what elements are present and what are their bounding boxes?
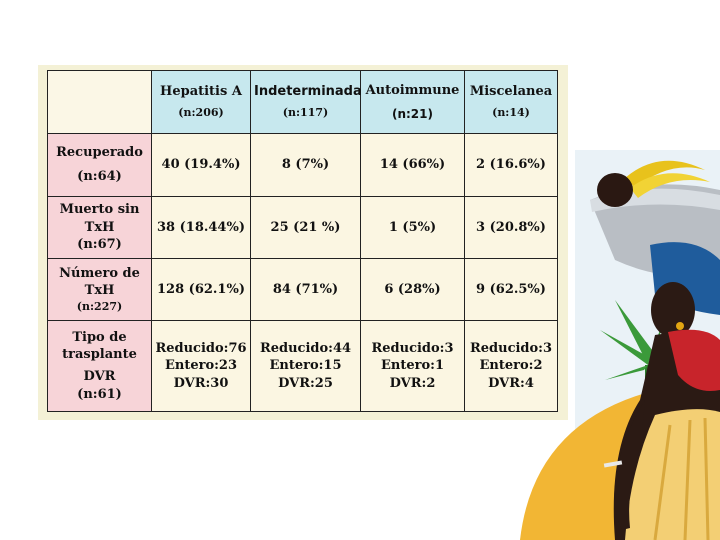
cell-value: Entero:15 [269,358,342,374]
table-header-row: Hepatitis A (n:206) Indeterminada (n:117… [47,70,558,134]
table-cell: 2 (16.6%) [464,133,558,197]
cell-value: Reducido:3 [371,340,454,356]
cell-value: 9 (62.5%) [476,281,546,297]
cell-value: DVR:30 [173,375,229,391]
row-header-line: DVR [83,369,116,384]
cell-value: 8 (7%) [281,157,330,173]
cell-value: 14 (66%) [379,157,446,173]
column-header-label: Hepatitis A [160,83,242,99]
row-header-line: trasplante [62,347,137,363]
table-cell: 40 (19.4%) [151,133,251,197]
cell-value: 128 (62.1%) [157,281,245,297]
cell-value: DVR:25 [278,375,333,391]
column-header-hepatitis-a: Hepatitis A (n:206) [151,70,251,134]
cell-value: 3 (20.8%) [476,219,546,235]
table-row: Tipo de trasplante DVR (n:61) Reducido:7… [47,320,558,412]
column-header-count: (n:21) [391,106,433,121]
row-header-count: (n:64) [77,169,122,184]
row-header-line: Tipo de [72,329,127,345]
row-header-line: TxH [84,219,115,235]
outcomes-table: Hepatitis A (n:206) Indeterminada (n:117… [47,70,558,412]
cell-value: DVR:2 [389,375,436,391]
cell-value: 25 (21 %) [270,219,341,235]
column-header-label: Miscelanea [469,83,553,99]
cell-value: 6 (28%) [384,281,441,297]
woman-carrying-fruit-basket-illustration [520,150,720,540]
table-cell: 6 (28%) [360,258,465,321]
cell-value: Entero:23 [164,358,238,374]
row-header-numero-de-txh: Número de TxH (n:227) [47,258,152,321]
cell-value: Reducido:44 [259,340,352,356]
table-row: Muerto sin TxH (n:67) 38 (18.44%) 25 (21… [47,196,558,259]
column-header-count: (n:14) [492,106,530,120]
table-cell: Reducido:76 Entero:23 DVR:30 [151,320,251,412]
cell-value: Reducido:3 [469,340,553,356]
cell-value: DVR:4 [488,375,534,391]
column-header-count: (n:117) [282,106,329,120]
cell-value: 1 (5%) [388,219,437,235]
row-header-count: (n:227) [76,299,123,313]
table-cell: 128 (62.1%) [151,258,251,321]
cell-value: 84 (71%) [272,281,339,297]
row-header-line: Número de [59,265,140,281]
column-header-autoimmune: Autoimmune (n:21) [360,70,465,134]
cell-value: 2 (16.6%) [476,157,546,173]
table-cell: 9 (62.5%) [464,258,558,321]
row-header-recuperado: Recuperado (n:64) [47,133,152,197]
row-header-line: Muerto sin [59,202,140,218]
column-header-count: (n:206) [178,106,224,120]
column-header-indeterminada: Indeterminada (n:117) [250,70,362,134]
table-corner-cell [47,70,152,134]
table-cell: Reducido:3 Entero:1 DVR:2 [360,320,465,412]
cell-value: Entero:1 [380,358,444,374]
row-header-line: TxH [84,283,115,299]
table-cell: 38 (18.44%) [151,196,251,259]
table-row: Número de TxH (n:227) 128 (62.1%) 84 (71… [47,258,558,321]
row-header-line: Recuperado [56,145,143,161]
cell-value: Reducido:76 [155,340,247,356]
table-cell: 1 (5%) [360,196,465,259]
column-header-label: Autoimmune [365,83,460,99]
row-header-count: (n:61) [77,386,122,402]
table-cell: 25 (21 %) [250,196,361,259]
table-cell: 14 (66%) [360,133,465,197]
row-header-tipo-de-trasplante: Tipo de trasplante DVR (n:61) [47,320,152,412]
table-cell: 8 (7%) [250,133,361,197]
table-cell: Reducido:44 Entero:15 DVR:25 [250,320,361,412]
table-cell: 84 (71%) [250,258,361,321]
cell-value: Entero:2 [479,358,543,374]
table-cell: Reducido:3 Entero:2 DVR:4 [464,320,558,412]
column-header-miscelanea: Miscelanea (n:14) [464,70,558,134]
column-header-label: Indeterminada [254,83,362,99]
row-header-muerto-sin-txh: Muerto sin TxH (n:67) [47,196,152,259]
row-header-count: (n:67) [77,237,122,253]
table-row: Recuperado (n:64) 40 (19.4%) 8 (7%) 14 (… [47,133,558,197]
table-cell: 3 (20.8%) [464,196,558,259]
cell-value: 40 (19.4%) [161,157,241,173]
cell-value: 38 (18.44%) [157,219,245,235]
